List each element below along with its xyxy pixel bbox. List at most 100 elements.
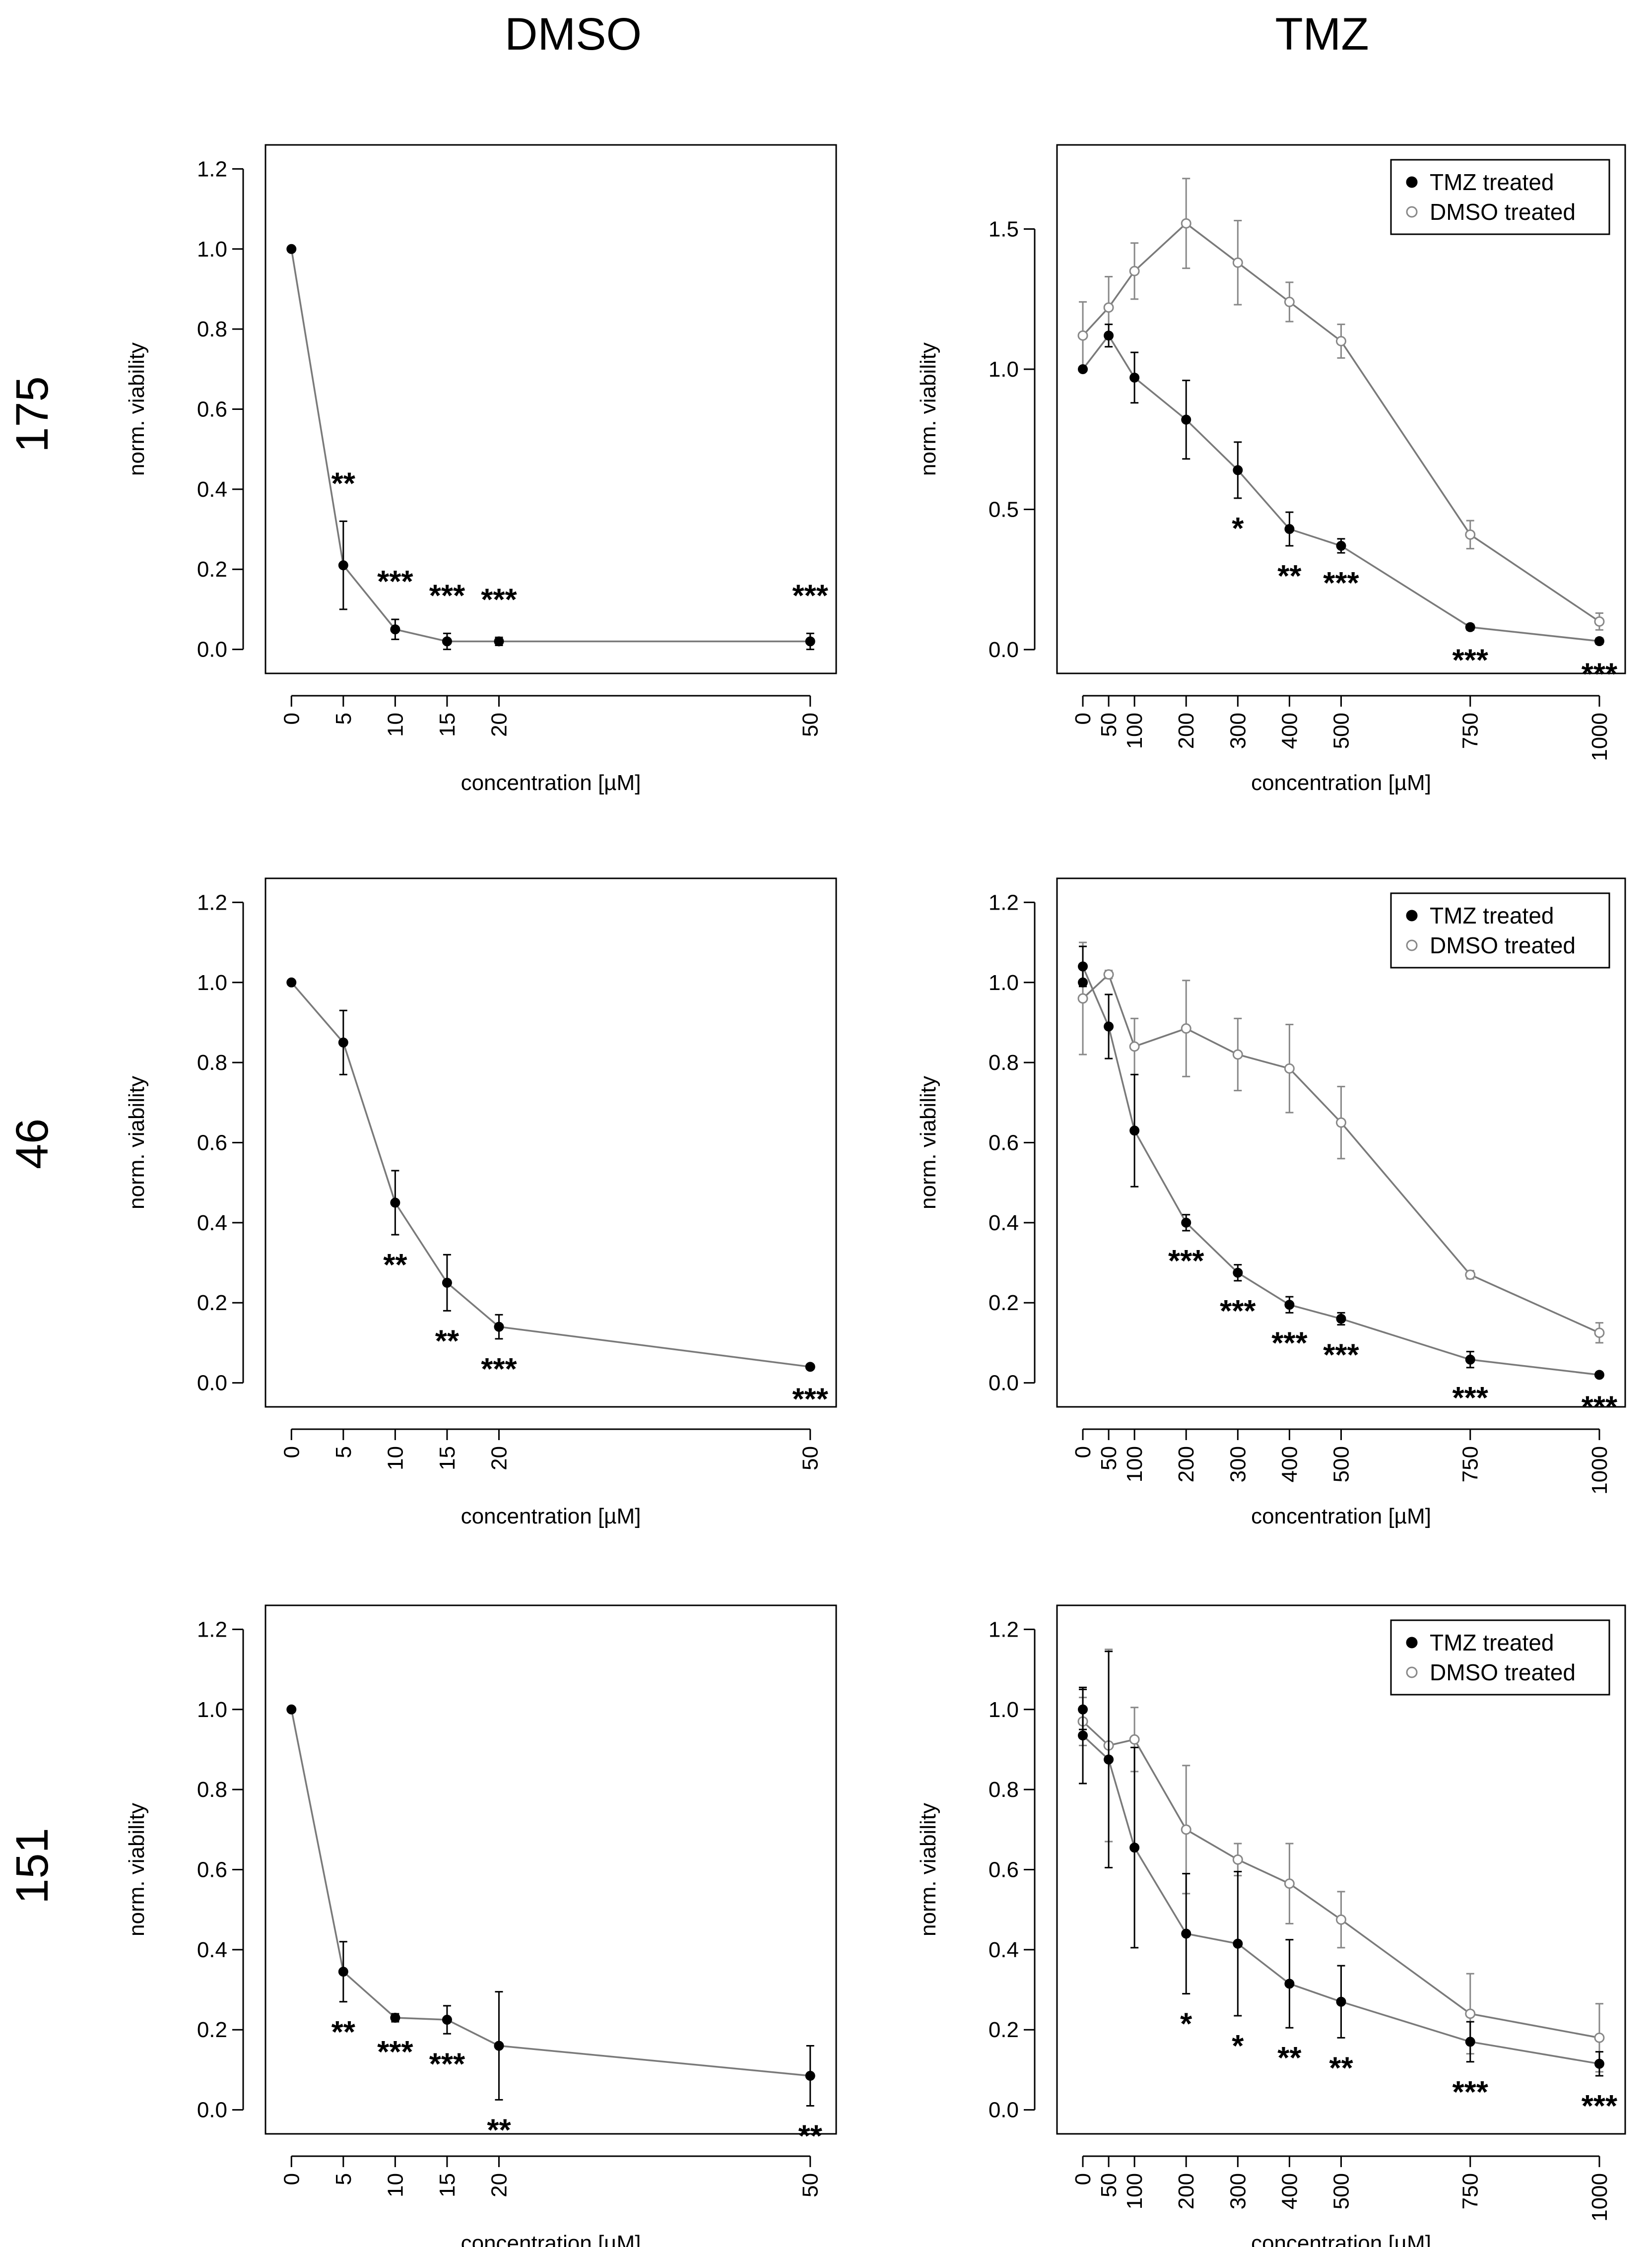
- data-point: [1104, 330, 1114, 341]
- data-point: [390, 1197, 400, 1208]
- data-point: [1181, 1023, 1191, 1034]
- x-tick-label: 1000: [1587, 1446, 1612, 1495]
- significance-marker: ***: [1168, 1244, 1204, 1278]
- data-point: [1077, 993, 1088, 1004]
- x-tick-label: 0: [279, 2173, 304, 2185]
- legend-box: [1390, 159, 1610, 235]
- y-tick-label: 0.8: [197, 1051, 227, 1075]
- data-point: [1594, 616, 1605, 627]
- x-tick-label: 20: [487, 713, 511, 737]
- data-point: [1181, 1824, 1191, 1835]
- data-point: [805, 1362, 815, 1372]
- x-axis-label: concentration [µM]: [461, 2231, 641, 2247]
- y-tick-label: 0.6: [197, 1858, 227, 1882]
- data-point: [1284, 1878, 1295, 1889]
- x-tick-label: 750: [1458, 1446, 1483, 1482]
- data-point: [1233, 1938, 1243, 1949]
- data-point: [1465, 1269, 1476, 1280]
- data-point: [1284, 296, 1295, 307]
- x-tick-label: 50: [1097, 2173, 1121, 2197]
- significance-marker: ***: [793, 579, 829, 613]
- plot-frame: [1056, 1604, 1626, 2135]
- data-point: [1104, 1021, 1114, 1032]
- significance-marker: ***: [1582, 658, 1618, 692]
- legend-label: DMSO treated: [1430, 199, 1576, 225]
- significance-marker: ***: [1582, 2089, 1618, 2123]
- legend-marker: [1406, 176, 1418, 188]
- y-tick-label: 1.0: [197, 237, 227, 262]
- column-header-dmso: DMSO: [505, 9, 642, 60]
- y-tick-label: 0.4: [197, 1211, 227, 1235]
- x-tick-label: 100: [1123, 713, 1147, 749]
- x-tick-label: 0: [1071, 2173, 1095, 2185]
- y-tick-label: 0.0: [989, 638, 1019, 662]
- y-tick-label: 0.2: [197, 2018, 227, 2042]
- y-tick-label: 0.4: [197, 1938, 227, 1962]
- x-tick-label: 50: [798, 2173, 823, 2197]
- data-point: [1336, 335, 1346, 346]
- data-point: [1336, 1117, 1346, 1128]
- y-axis-label: norm. viability: [916, 1076, 940, 1209]
- x-tick-label: 10: [383, 2173, 407, 2197]
- data-point: [1284, 524, 1295, 534]
- data-point: [1232, 1854, 1243, 1865]
- data-point: [1077, 330, 1088, 341]
- x-tick-label: 200: [1174, 1446, 1198, 1482]
- significance-marker: ***: [429, 2047, 465, 2081]
- y-tick-label: 0.0: [197, 2098, 227, 2122]
- data-point: [494, 636, 504, 647]
- x-tick-label: 0: [1071, 713, 1095, 725]
- x-tick-label: 1000: [1587, 713, 1612, 761]
- significance-marker: ***: [1220, 1294, 1256, 1328]
- data-point: [1336, 540, 1346, 551]
- x-tick-label: 50: [798, 713, 823, 737]
- y-tick-label: 1.0: [197, 1698, 227, 1722]
- x-tick-label: 750: [1458, 2173, 1483, 2209]
- y-tick-label: 0.8: [197, 1778, 227, 1802]
- y-tick-label: 0.2: [989, 1291, 1019, 1315]
- data-point: [805, 636, 815, 647]
- significance-marker: **: [435, 1324, 460, 1358]
- x-tick-label: 0: [1071, 1446, 1095, 1458]
- legend-marker: [1406, 1666, 1418, 1678]
- data-point: [338, 560, 348, 571]
- x-tick-label: 5: [331, 1446, 356, 1458]
- data-point: [338, 1967, 348, 1977]
- data-point: [1181, 414, 1191, 425]
- y-axis-label: norm. viability: [916, 342, 940, 476]
- x-tick-label: 400: [1277, 2173, 1302, 2209]
- data-point: [1181, 218, 1191, 229]
- data-point: [442, 636, 452, 647]
- x-tick-label: 300: [1226, 1446, 1250, 1482]
- y-tick-label: 0.6: [197, 1131, 227, 1155]
- legend-marker: [1406, 1637, 1418, 1649]
- significance-marker: ***: [377, 565, 413, 599]
- x-tick-label: 10: [383, 1446, 407, 1470]
- legend-label: TMZ treated: [1430, 1630, 1554, 1655]
- plot-frame: [1056, 877, 1626, 1408]
- data-point: [1232, 1049, 1243, 1060]
- significance-marker: **: [1277, 2041, 1302, 2075]
- x-tick-label: 10: [383, 713, 407, 737]
- y-tick-label: 1.5: [989, 217, 1019, 241]
- data-point: [1129, 1041, 1140, 1052]
- y-tick-label: 0.5: [989, 497, 1019, 522]
- data-point: [1104, 1754, 1114, 1765]
- x-tick-label: 15: [435, 713, 460, 737]
- data-point: [338, 1037, 348, 1048]
- plot-frame: [264, 144, 837, 674]
- legend-label: TMZ treated: [1430, 169, 1554, 195]
- significance-marker: ***: [1271, 1326, 1308, 1360]
- x-tick-label: 50: [798, 1446, 823, 1470]
- data-point: [805, 2071, 815, 2081]
- legend-box: [1390, 892, 1610, 969]
- significance-marker: **: [1329, 2051, 1353, 2085]
- x-tick-label: 20: [487, 1446, 511, 1470]
- x-tick-label: 50: [1097, 713, 1121, 737]
- significance-marker: *: [1232, 512, 1244, 546]
- significance-marker: ***: [377, 2035, 413, 2069]
- x-tick-label: 5: [331, 713, 356, 725]
- data-point: [1129, 1125, 1140, 1136]
- x-axis-label: concentration [µM]: [461, 1504, 641, 1528]
